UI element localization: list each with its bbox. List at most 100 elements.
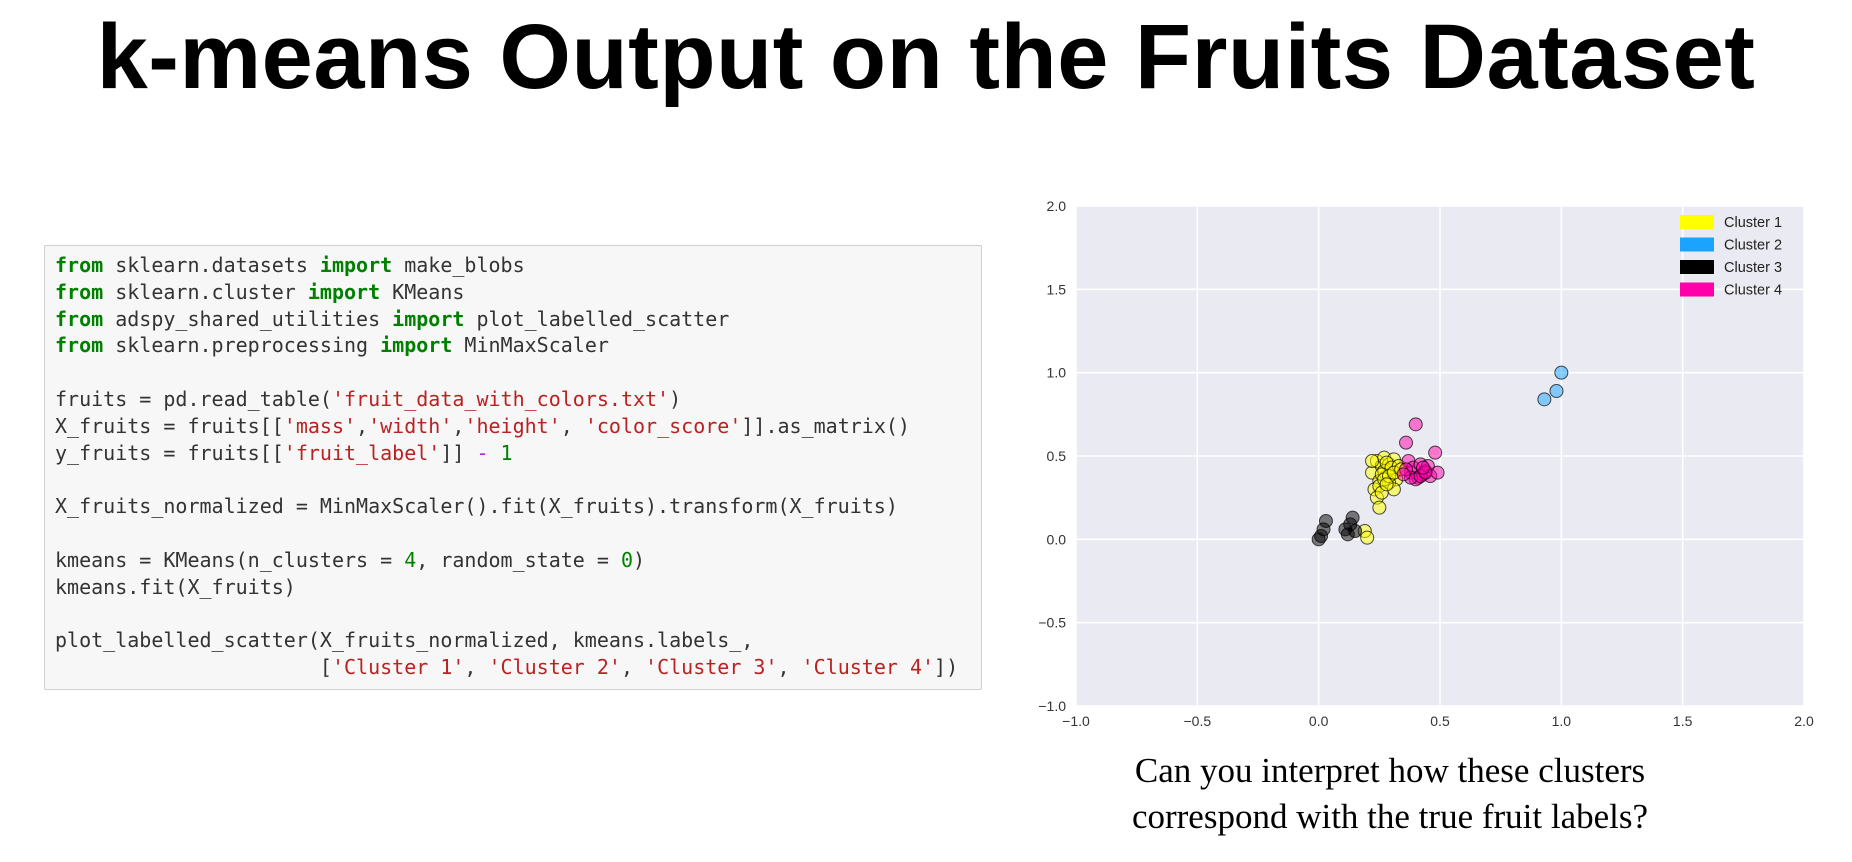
- code-token: 'mass': [283, 413, 357, 438]
- code-token: import: [319, 253, 393, 277]
- code-token: 1: [500, 440, 513, 465]
- code-token: from: [55, 306, 104, 331]
- code-token: 'color_score': [584, 413, 742, 438]
- code-token: 'Cluster 4': [801, 654, 935, 679]
- y-tick-label: 1.5: [1047, 281, 1067, 297]
- code-line: from sklearn.datasets import make_blobs: [55, 252, 981, 279]
- cluster-2-point: [1537, 392, 1552, 407]
- cluster-3-point: [1348, 524, 1363, 538]
- code-token: 'fruit_label': [283, 440, 441, 465]
- code-token: import: [392, 306, 465, 331]
- code-token: ,: [452, 413, 465, 438]
- cluster-1-point: [1379, 477, 1394, 492]
- y-tick-label: 0.0: [1047, 531, 1067, 547]
- y-tick-label: −0.5: [1038, 615, 1066, 631]
- x-tick-label: 0.0: [1309, 713, 1329, 729]
- code-token: import: [380, 333, 453, 358]
- code-token: fruits = pd.read_table(: [55, 386, 332, 411]
- x-tick-label: 1.0: [1552, 713, 1572, 729]
- chart-svg: −1.0 −0.5 0.0 0.5 1.0 1.5 2.0 −1.0 −0.5 0.0 0.5 1.0…: [1038, 198, 1814, 729]
- code-token: 'fruit_data_with_colors.txt': [331, 386, 670, 411]
- cluster-1-point: [1372, 500, 1387, 515]
- code-line: from sklearn.preprocessing import MinMax…: [55, 332, 981, 359]
- y-tick-label: 0.5: [1047, 448, 1067, 464]
- code-line: kmeans = KMeans(n_clusters = 4, random_s…: [55, 547, 981, 574]
- code-token: ,: [356, 413, 369, 438]
- x-tick-label: −0.5: [1184, 713, 1212, 729]
- y-tick-label: 1.0: [1047, 365, 1067, 381]
- code-line: kmeans.fit(X_fruits): [55, 574, 981, 601]
- code-token: y_fruits = fruits[[: [55, 440, 284, 465]
- caption-line-2: correspond with the true fruit labels?: [1131, 797, 1649, 836]
- code-token: ]]: [440, 440, 477, 465]
- legend-swatch: [1680, 260, 1714, 274]
- code-line: from sklearn.cluster import KMeans: [55, 279, 981, 306]
- code-token: , random_state =: [416, 547, 621, 572]
- code-line: X_fruits_normalized = MinMaxScaler().fit…: [55, 493, 981, 520]
- code-token: from: [55, 333, 104, 358]
- code-token: X_fruits = fruits[[: [55, 413, 284, 438]
- code-token: sklearn.cluster: [103, 279, 308, 304]
- code-line: plot_labelled_scatter(X_fruits_normalize…: [55, 627, 981, 654]
- cluster-3-point: [1318, 514, 1333, 528]
- code-token: plot_labelled_scatter(X_fruits_normalize…: [55, 628, 754, 653]
- legend-label: Cluster 3: [1724, 260, 1782, 276]
- code-token: KMeans: [380, 279, 465, 304]
- code-line: fruits = pd.read_table('fruit_data_with_…: [55, 386, 981, 413]
- code-line: y_fruits = fruits[['fruit_label']] - 1: [55, 440, 981, 467]
- slide-caption: Can you interpret how these clusters cor…: [1060, 748, 1720, 840]
- code-token: MinMaxScaler: [452, 333, 609, 358]
- x-tick-label: 2.0: [1794, 713, 1814, 729]
- code-line: from adspy_shared_utilities import plot_…: [55, 306, 981, 333]
- cluster-4-point: [1399, 435, 1414, 450]
- code-token: [: [55, 654, 332, 679]
- code-token: ,: [464, 654, 489, 679]
- cluster-2-point: [1549, 384, 1564, 398]
- legend-swatch: [1680, 282, 1714, 297]
- scatter-chart: −1.0 −0.5 0.0 0.5 1.0 1.5 2.0 −1.0 −0.5 0.0 0.5 1.0…: [1020, 190, 1840, 730]
- legend-label: Cluster 2: [1724, 238, 1782, 254]
- caption-line-1: Can you interpret how these clusters: [1134, 751, 1646, 790]
- code-line: X_fruits = fruits[['mass','width','heigh…: [55, 413, 981, 440]
- legend-swatch: [1680, 215, 1714, 229]
- x-tick-label: −1.0: [1062, 713, 1090, 729]
- x-tick-label: 0.5: [1430, 713, 1450, 729]
- code-token: 'width': [368, 413, 453, 438]
- code-token: ]].as_matrix(): [741, 413, 910, 438]
- cluster-4-point: [1430, 465, 1445, 480]
- code-line: [55, 600, 981, 627]
- code-token: ,: [620, 654, 646, 679]
- code-token: ): [669, 386, 682, 411]
- code-token: adspy_shared_utilities: [103, 306, 393, 331]
- code-token: 0: [620, 547, 633, 572]
- code-token: ,: [777, 654, 802, 679]
- cluster-1-point: [1365, 454, 1380, 468]
- code-token: make_blobs: [392, 253, 525, 277]
- code-token: ): [633, 547, 646, 572]
- code-token: 'height': [464, 413, 561, 438]
- code-token: ]): [934, 654, 959, 679]
- code-line: [55, 466, 981, 493]
- code-token: from: [55, 253, 104, 277]
- cluster-4-point: [1408, 417, 1423, 432]
- code-token: sklearn.preprocessing: [103, 333, 381, 358]
- code-token: plot_labelled_scatter: [464, 306, 730, 331]
- y-tick-label: −1.0: [1038, 698, 1066, 714]
- code-token: 'Cluster 1': [331, 654, 465, 679]
- code-token: 'Cluster 2': [488, 654, 621, 679]
- cluster-2-point: [1554, 365, 1569, 380]
- cluster-4-point: [1416, 460, 1431, 475]
- code-token: kmeans = KMeans(n_clusters =: [55, 547, 405, 572]
- code-cell[interactable]: from sklearn.datasets import make_blobs f…: [44, 245, 982, 690]
- code-token: 4: [404, 547, 417, 572]
- cluster-1-point: [1360, 530, 1375, 545]
- code-token: kmeans.fit(X_fruits): [55, 574, 296, 599]
- code-token: sklearn.datasets: [103, 253, 320, 277]
- code-line: [55, 520, 981, 547]
- code-token: import: [307, 279, 381, 304]
- code-block: from sklearn.datasets import make_blobs f…: [45, 246, 981, 681]
- code-token: X_fruits_normalized = MinMaxScaler().fit…: [55, 494, 898, 519]
- x-tick-label: 1.5: [1673, 713, 1693, 729]
- code-token: from: [55, 279, 104, 304]
- cluster-4-point: [1396, 467, 1411, 482]
